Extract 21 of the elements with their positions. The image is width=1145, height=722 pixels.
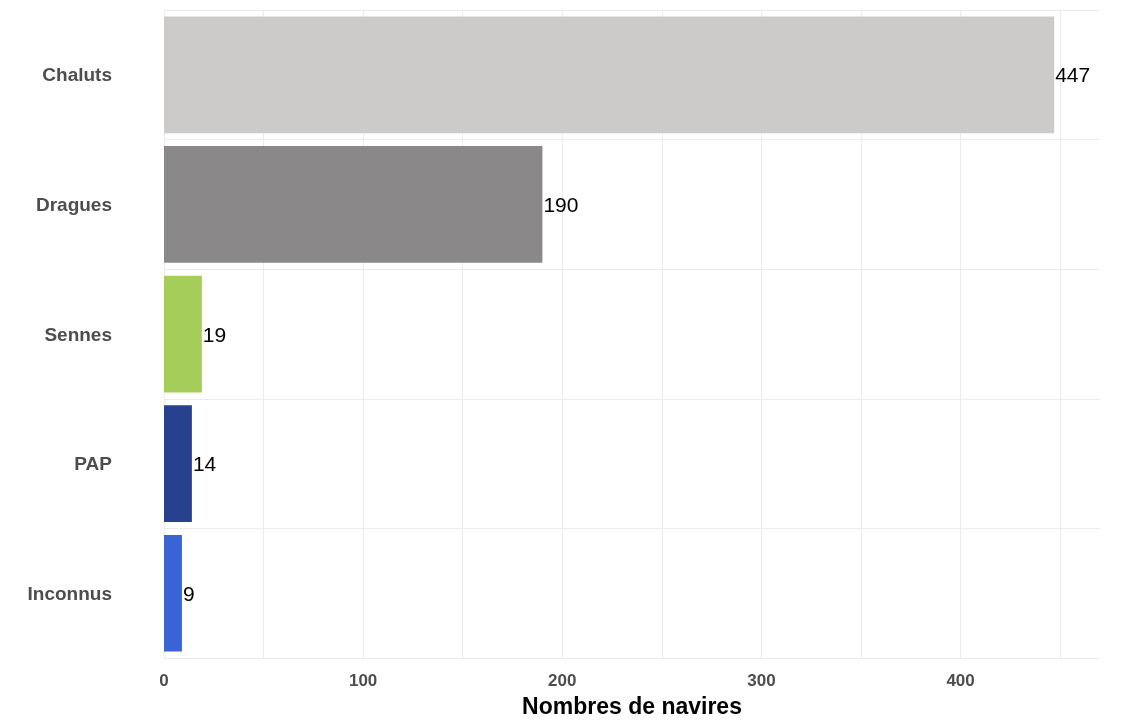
y-tick-label: Sennes xyxy=(44,323,112,345)
x-tick-label: 0 xyxy=(159,671,169,691)
data-label: 19 xyxy=(202,322,227,346)
x-axis-title: Nombres de navires xyxy=(522,692,742,719)
data-label: 447 xyxy=(1055,63,1091,87)
data-label: 190 xyxy=(543,192,579,216)
x-tick-label: 300 xyxy=(747,671,776,691)
bar xyxy=(164,146,543,263)
y-tick-label: PAP xyxy=(74,453,113,475)
y-tick-label: Inconnus xyxy=(27,582,112,604)
x-tick-label: 400 xyxy=(946,671,975,691)
bar xyxy=(164,275,202,393)
data-label: 9 xyxy=(182,581,195,605)
bar xyxy=(164,405,192,522)
data-label: 14 xyxy=(192,452,217,476)
x-tick-label: 200 xyxy=(548,671,577,691)
y-tick-label: Chaluts xyxy=(42,64,112,86)
bar xyxy=(164,16,1055,134)
x-tick-label: 100 xyxy=(348,671,378,691)
y-tick-label: Dragues xyxy=(35,193,112,215)
bar xyxy=(164,534,182,652)
